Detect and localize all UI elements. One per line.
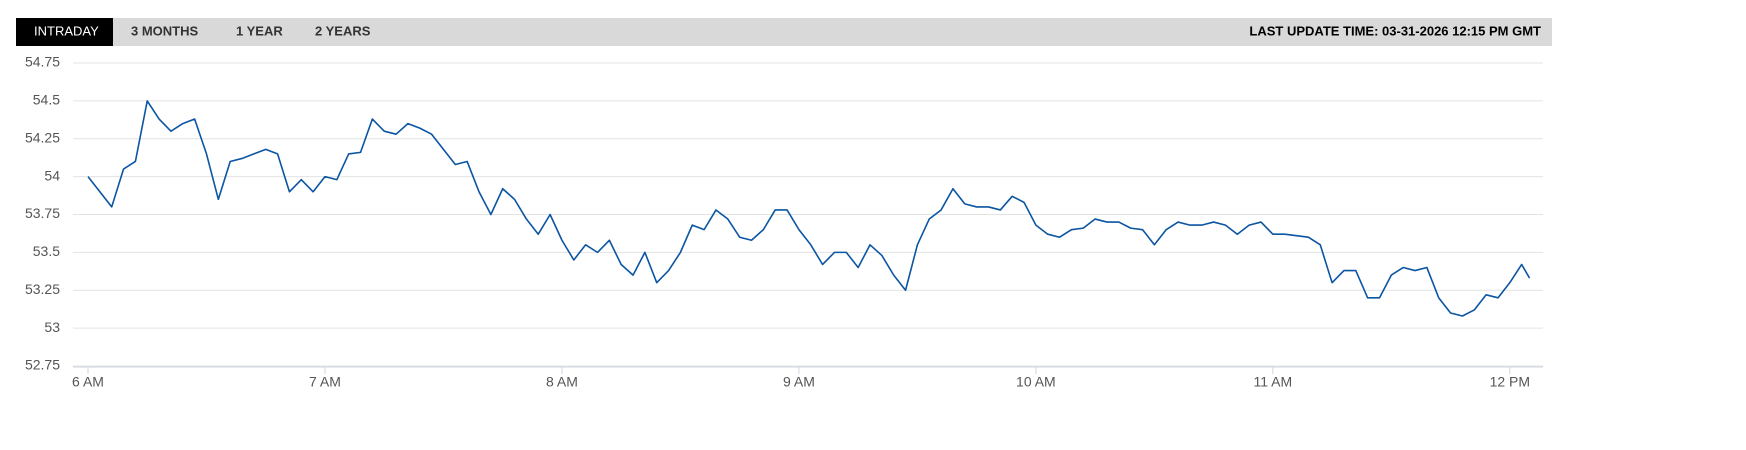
tab-bar bbox=[16, 18, 1552, 46]
y-tick-label: 53.5 bbox=[33, 243, 60, 259]
price-line bbox=[87, 100, 1531, 317]
y-tick-label: 53.75 bbox=[25, 205, 60, 221]
y-tick-label: 52.75 bbox=[25, 357, 60, 373]
x-tick-label: 11 AM bbox=[1254, 374, 1293, 390]
tab[interactable]: INTRADAY bbox=[34, 23, 99, 38]
active-tab-bg[interactable] bbox=[16, 18, 113, 46]
y-tick-label: 54 bbox=[44, 167, 60, 183]
x-tick-label: 12 PM bbox=[1490, 374, 1530, 390]
last-update: LAST UPDATE TIME: 03-31-2026 12:15 PM GM… bbox=[1249, 23, 1541, 38]
y-tick-label: 53.25 bbox=[25, 281, 60, 297]
y-tick-label: 53 bbox=[44, 319, 60, 335]
tab[interactable]: 1 YEAR bbox=[236, 23, 283, 38]
y-tick-label: 54.25 bbox=[25, 129, 60, 145]
tab[interactable]: 2 YEARS bbox=[315, 23, 371, 38]
y-tick-label: 54.5 bbox=[33, 92, 60, 108]
y-tick-label: 54.75 bbox=[25, 54, 60, 70]
x-tick-label: 10 AM bbox=[1016, 374, 1056, 390]
tab[interactable]: 3 MONTHS bbox=[131, 23, 199, 38]
x-tick-label: 8 AM bbox=[546, 374, 578, 390]
x-tick-label: 7 AM bbox=[309, 374, 341, 390]
x-tick-label: 6 AM bbox=[72, 374, 104, 390]
x-tick-label: 9 AM bbox=[783, 374, 815, 390]
